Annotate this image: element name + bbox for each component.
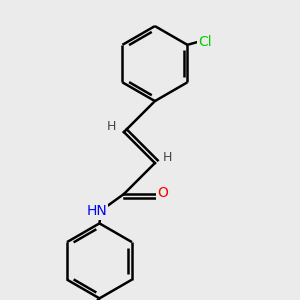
Text: H: H — [163, 151, 172, 164]
Text: Cl: Cl — [199, 34, 212, 49]
Text: O: O — [157, 186, 168, 200]
Text: H: H — [107, 120, 116, 133]
Text: HN: HN — [86, 204, 107, 218]
